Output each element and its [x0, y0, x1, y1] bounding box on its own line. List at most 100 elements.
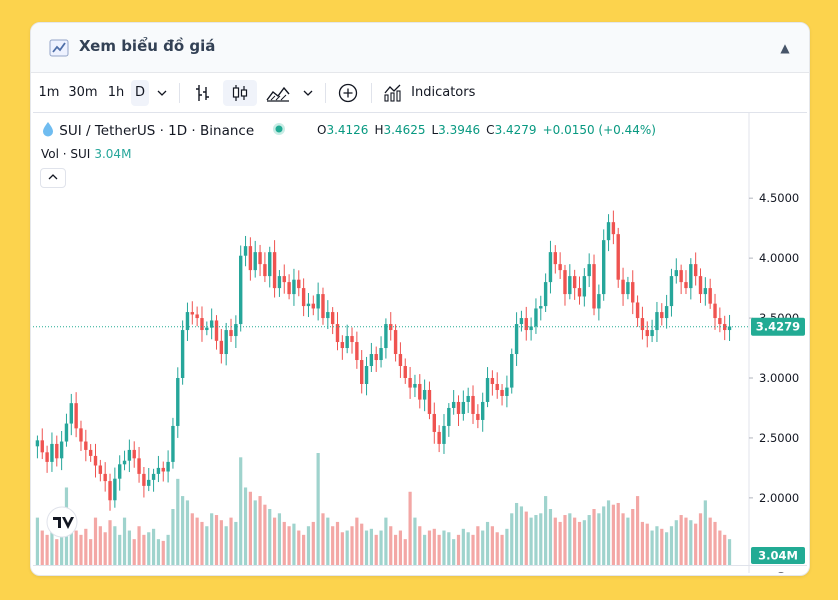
- candle: [635, 302, 640, 319]
- candle: [306, 303, 311, 307]
- volume-bar: [156, 539, 161, 565]
- candle: [577, 288, 582, 297]
- chevron-up-icon[interactable]: ▲: [780, 41, 790, 55]
- area-chart-icon[interactable]: [263, 80, 293, 106]
- volume-bar: [713, 521, 717, 565]
- candle: [50, 443, 54, 462]
- candle: [418, 383, 422, 400]
- card-header[interactable]: Xem biểu đồ giá ▲: [31, 23, 809, 73]
- collapse-legend-button[interactable]: [40, 168, 66, 188]
- candle: [393, 330, 398, 355]
- candle: [79, 428, 83, 442]
- bar-chart-icon[interactable]: [189, 80, 215, 106]
- volume-bar: [137, 526, 141, 565]
- candle: [330, 312, 335, 325]
- candle: [708, 288, 712, 304]
- indicators-button[interactable]: Indicators: [383, 80, 479, 106]
- indicators-label: Indicators: [411, 85, 476, 100]
- candle: [432, 413, 436, 432]
- volume-bar: [219, 520, 223, 565]
- chevron-down-icon[interactable]: [153, 80, 171, 106]
- volume-bar: [689, 520, 693, 565]
- candle: [476, 413, 480, 420]
- volume-bar: [50, 526, 54, 565]
- volume-bar: [229, 517, 233, 565]
- volume-bar: [248, 491, 252, 565]
- chevron-down-icon[interactable]: [299, 80, 317, 106]
- interval-d-button[interactable]: D: [131, 80, 149, 106]
- tradingview-widget: 1m 30m 1h D: [33, 73, 807, 573]
- candle: [190, 312, 194, 315]
- candle: [669, 276, 674, 307]
- volume-bar: [708, 517, 712, 565]
- candle: [364, 366, 369, 384]
- candle: [209, 320, 214, 328]
- volume-bar: [418, 526, 422, 565]
- volume-bar: [466, 532, 470, 565]
- chart-line-icon: [49, 39, 69, 57]
- candle: [98, 465, 103, 474]
- candle: [151, 473, 156, 480]
- candle: [447, 407, 451, 426]
- volume-bar: [461, 528, 465, 565]
- candle: [626, 282, 630, 295]
- candle: [582, 276, 587, 297]
- candle: [558, 264, 562, 271]
- volume-bar: [611, 504, 615, 565]
- interval-30m-button[interactable]: 30m: [68, 85, 98, 100]
- candle: [621, 279, 625, 295]
- candle: [466, 395, 470, 402]
- volume-bar: [669, 526, 674, 565]
- tradingview-logo-icon[interactable]: [46, 506, 78, 538]
- candle: [292, 279, 296, 295]
- plus-circle-icon[interactable]: [335, 80, 361, 106]
- volume-bar: [490, 526, 494, 565]
- candle: [88, 449, 93, 456]
- volume-bar: [476, 526, 480, 565]
- volume-bar: [640, 521, 645, 565]
- volume-bar: [122, 517, 127, 565]
- volume-bar: [93, 517, 98, 565]
- volume-bar: [60, 513, 64, 565]
- candle: [689, 264, 693, 289]
- volume-bar: [350, 526, 354, 565]
- candle: [572, 276, 577, 289]
- volume-bar: [626, 517, 630, 565]
- candle: [456, 401, 461, 414]
- candle: [553, 252, 557, 265]
- volume-bar: [558, 521, 562, 565]
- volume-bar: [55, 539, 59, 565]
- symbol-name[interactable]: SUI / TetherUS · 1D · Binance: [59, 123, 255, 139]
- candles-icon[interactable]: [223, 80, 257, 106]
- volume-bar: [272, 517, 277, 565]
- candle: [374, 354, 378, 361]
- candle: [316, 294, 320, 309]
- volume-bar: [548, 509, 553, 565]
- volume-bar: [253, 500, 257, 565]
- interval-1m-button[interactable]: 1m: [38, 85, 60, 100]
- candle: [287, 282, 291, 295]
- volume-bar: [35, 517, 40, 565]
- volume-bar: [393, 534, 398, 565]
- interval-1h-button[interactable]: 1h: [107, 85, 125, 100]
- volume-bar: [674, 520, 678, 565]
- volume-bar: [205, 526, 209, 565]
- candle: [519, 318, 524, 325]
- volume-bar: [374, 534, 378, 565]
- candle: [103, 473, 107, 482]
- chevron-up-icon: [48, 174, 58, 180]
- candle: [326, 312, 330, 319]
- candle: [142, 473, 146, 486]
- candle: [301, 288, 306, 307]
- volume-bar: [568, 513, 572, 565]
- volume-bar: [665, 532, 669, 565]
- open-value: 3.4126: [326, 123, 369, 137]
- volume-bar: [45, 534, 49, 565]
- candlestick-chart[interactable]: 4.50004.00003.50003.00002.50002.00003.42…: [33, 113, 807, 573]
- candle: [684, 282, 688, 289]
- candle: [568, 276, 572, 295]
- candle: [510, 354, 514, 388]
- candle: [505, 387, 509, 396]
- candle: [481, 401, 485, 420]
- volume-bar: [727, 539, 732, 565]
